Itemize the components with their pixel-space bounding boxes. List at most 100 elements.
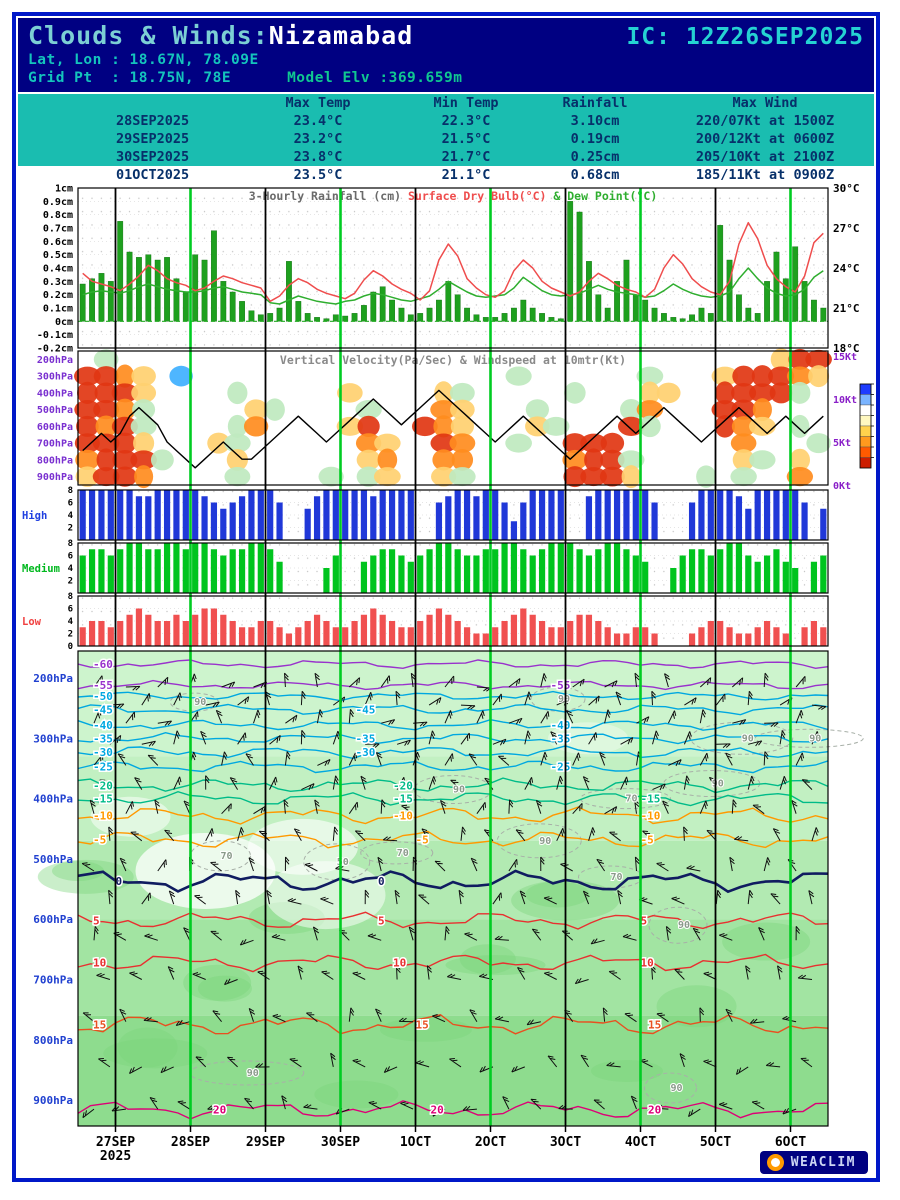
wind-barb bbox=[699, 709, 707, 724]
wind-barb bbox=[524, 730, 531, 745]
vv-cell bbox=[432, 449, 455, 471]
rain-bar bbox=[501, 313, 508, 322]
wind-barb bbox=[593, 1099, 605, 1110]
model-elv: Model Elv :369.659m bbox=[287, 70, 463, 86]
wind-barb bbox=[89, 799, 96, 814]
rh-label: 90 bbox=[539, 836, 551, 847]
wind-barb bbox=[224, 978, 238, 986]
cloud-bar bbox=[192, 543, 199, 593]
cloud-bar bbox=[792, 490, 799, 540]
wind-barb bbox=[602, 1007, 608, 1022]
cloud-bar bbox=[745, 633, 752, 646]
wind-barb bbox=[606, 1062, 621, 1068]
wind-barb bbox=[609, 831, 621, 842]
wind-barb bbox=[301, 783, 315, 791]
vv-cell bbox=[75, 449, 100, 470]
rain-axis-label: 0.1cm bbox=[43, 304, 73, 315]
cloud-bar bbox=[248, 543, 255, 593]
vv-cell bbox=[244, 399, 268, 420]
windspeed-axis-label: 0Kt bbox=[833, 481, 851, 492]
temp-axis-label: 27°C bbox=[833, 222, 860, 235]
wind-barb bbox=[543, 896, 557, 905]
rain-axis-label: 0.9cm bbox=[43, 197, 73, 208]
weaclim-logo[interactable]: WEACLIM bbox=[759, 1151, 868, 1174]
rain-bar bbox=[445, 281, 452, 322]
vv-cell bbox=[786, 467, 814, 487]
cloud-bar bbox=[201, 608, 208, 646]
cloud-bar bbox=[435, 608, 443, 646]
cloud-bar bbox=[492, 627, 499, 646]
rain-axis-label: -0.1cm bbox=[37, 330, 73, 341]
cloud-bar bbox=[332, 490, 339, 540]
wind-barb bbox=[725, 1008, 733, 1022]
wind-barb bbox=[604, 680, 618, 688]
isotherm-label: -25 bbox=[93, 761, 113, 774]
wind-barb bbox=[164, 829, 175, 842]
rain-bar bbox=[670, 317, 677, 322]
cloud-bar bbox=[510, 521, 518, 540]
cloud-bar bbox=[651, 502, 658, 540]
meteogram-chart: 1cm 0.9cm 0.8cm 0.7cm 0.6cm 0.5cm 0.4cm 0.3cm 0.… bbox=[22, 184, 874, 1164]
rh-label: 90 bbox=[558, 694, 570, 705]
wind-barb bbox=[652, 730, 659, 745]
cloud-bar bbox=[220, 614, 227, 646]
rh-contour bbox=[754, 728, 864, 748]
rh-contour bbox=[496, 823, 582, 859]
wind-barb bbox=[248, 857, 255, 872]
cloud-bar bbox=[323, 568, 330, 593]
vv-cell bbox=[805, 349, 832, 369]
rain-bar bbox=[661, 313, 667, 322]
wind-barb bbox=[421, 828, 430, 842]
wind-barb bbox=[125, 801, 134, 814]
wind-barb bbox=[394, 889, 401, 905]
lat-lon: Lat, Lon : 18.67N, 78.09E bbox=[28, 52, 259, 68]
cloud-strip-label: High bbox=[22, 510, 47, 522]
cloud-bar bbox=[623, 633, 630, 646]
cloud-bar bbox=[126, 614, 133, 646]
cloud-bar bbox=[342, 490, 349, 540]
rain-bar bbox=[98, 273, 105, 322]
wind-barb bbox=[748, 740, 763, 747]
wind-barb bbox=[582, 890, 590, 905]
vv-cell bbox=[731, 382, 757, 403]
wind-barb bbox=[383, 1066, 398, 1073]
rain-axis-label: 1cm bbox=[55, 184, 73, 195]
vv-cell bbox=[227, 381, 248, 405]
vv-cell bbox=[732, 365, 755, 387]
wind-barb bbox=[764, 722, 779, 727]
wind-barb bbox=[763, 751, 769, 766]
wind-barb bbox=[348, 709, 355, 724]
wind-barb bbox=[464, 932, 478, 941]
wind-barb bbox=[141, 892, 151, 905]
cloud-bar bbox=[379, 614, 386, 646]
wind-barb bbox=[109, 703, 125, 709]
vv-cell bbox=[730, 433, 757, 453]
isotherm-label: 5 bbox=[93, 914, 100, 927]
cloud-bar bbox=[182, 549, 189, 593]
vv-cell bbox=[243, 416, 269, 437]
wind-barb bbox=[492, 738, 507, 746]
outer-frame: Clouds & Winds:Nizamabad IC: 12Z26SEP202… bbox=[12, 12, 880, 1182]
vv-cell bbox=[563, 466, 587, 488]
cloud-bar bbox=[248, 490, 255, 540]
isotherm-line bbox=[77, 679, 829, 691]
isotherm-label: -35 bbox=[551, 732, 571, 745]
wind-barb bbox=[668, 759, 682, 767]
cloud-bar bbox=[557, 627, 564, 646]
cloud-bar bbox=[604, 543, 611, 593]
wind-barb bbox=[699, 752, 709, 766]
cloud-axis-label: 4 bbox=[68, 564, 74, 574]
cloud-bar bbox=[323, 490, 330, 540]
rain-bar bbox=[136, 257, 142, 322]
cloud-bar bbox=[529, 490, 536, 540]
upper-air-panel: -60-55 -55-50-45 -45-40 -40-35 -35 -35-30 -30-… bbox=[33, 651, 864, 1126]
cloud-bar bbox=[182, 621, 189, 646]
vv-cell bbox=[318, 466, 344, 487]
cloud-bar bbox=[435, 543, 443, 593]
rain-bar bbox=[304, 313, 311, 322]
wind-barb bbox=[175, 1019, 190, 1026]
isotherm-label: -15 bbox=[393, 793, 413, 806]
rain-bar bbox=[295, 301, 302, 322]
windspeed-line bbox=[82, 389, 824, 469]
wind-barb bbox=[210, 930, 222, 941]
